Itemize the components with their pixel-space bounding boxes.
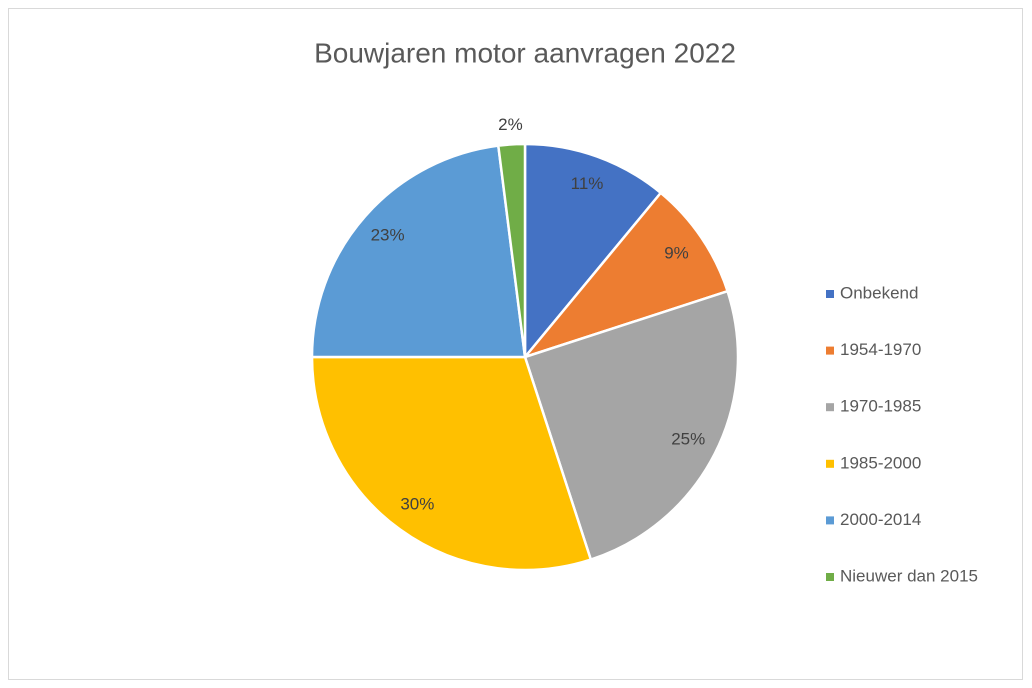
pie-slice <box>310 144 527 359</box>
legend-label: 1954-1970 <box>840 340 921 359</box>
pie-slice <box>523 142 663 361</box>
pie-slice <box>496 142 527 358</box>
data-label: 30% <box>400 495 434 514</box>
chart-title: Bouwjaren motor aanvragen 2022 <box>314 37 736 68</box>
data-label: 23% <box>371 225 405 244</box>
data-label: 25% <box>671 430 705 449</box>
legend-label: Onbekend <box>840 283 918 302</box>
legend-swatch <box>826 459 834 468</box>
legend-swatch <box>826 573 834 581</box>
legend-swatch <box>826 346 834 355</box>
pie-slice <box>521 191 730 360</box>
legend-swatch <box>826 290 834 298</box>
legend-label: Nieuwer dan 2015 <box>840 566 978 585</box>
data-label: 9% <box>664 244 689 263</box>
legend-label: 1970-1985 <box>840 397 921 416</box>
legend-label: 1985-2000 <box>840 453 921 472</box>
pie-slice <box>310 355 593 572</box>
data-label: 2% <box>498 115 523 134</box>
pie-slice <box>523 289 740 562</box>
legend-swatch <box>826 403 834 412</box>
legend-swatch <box>826 516 834 525</box>
legend-label: 2000-2014 <box>840 510 921 529</box>
data-label: 11% <box>571 174 604 193</box>
